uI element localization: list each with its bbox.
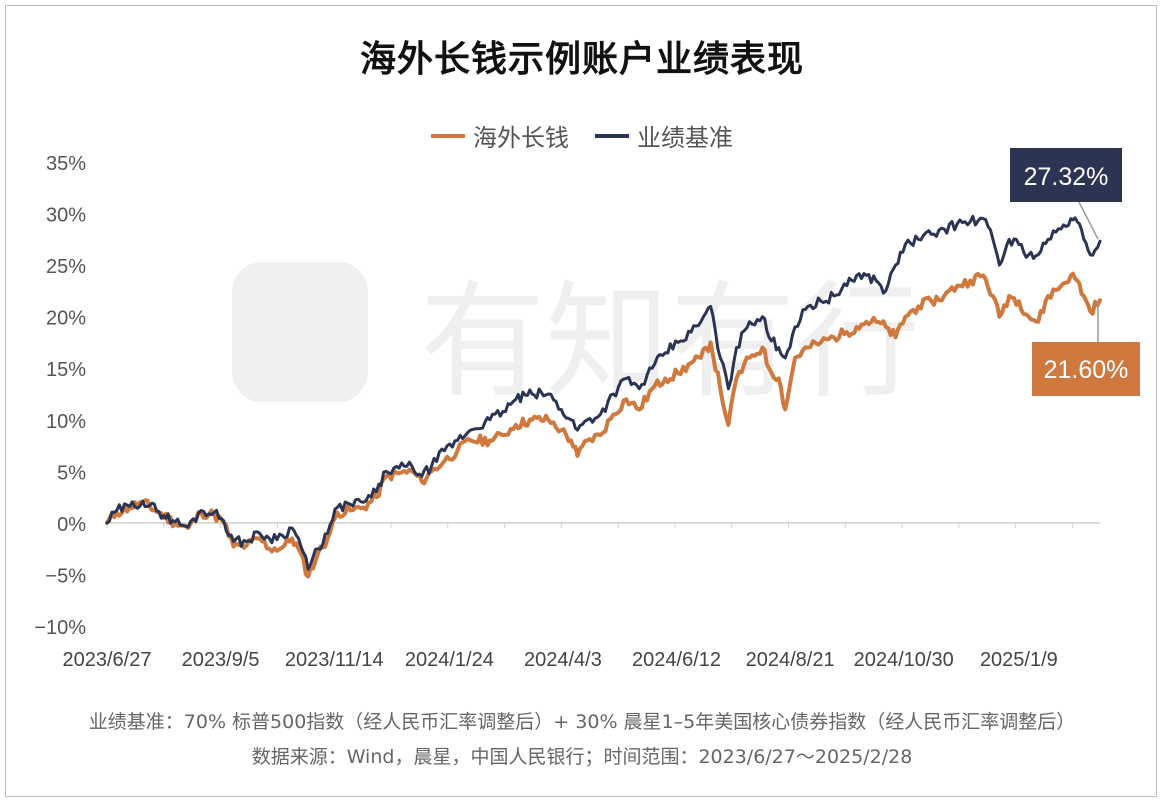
chart-frame [5,5,1157,797]
y-tick-label: 10% [46,411,86,433]
y-tick-label: 0% [57,514,86,536]
source-footnote: 数据来源：Wind，晨星，中国人民银行；时间范围：2023/6/27～2025/… [251,746,913,768]
watermark-logo [232,262,368,402]
x-tick-label: 2024/10/30 [854,649,954,671]
legend-label-fund: 海外长钱 [473,124,569,152]
watermark: 有知有行 [232,262,920,415]
series-line-fund [105,271,1102,579]
y-tick-label: 25% [46,256,86,278]
benchmark-callout-leader [1077,199,1099,240]
legend-item-benchmark: 业绩基准 [595,118,733,153]
x-tick-label: 2023/9/5 [182,649,260,671]
legend: 海外长钱 业绩基准 [0,118,1164,153]
benchmark-footnote: 业绩基准：70% 标普500指数（经人民币汇率调整后）+ 30% 晨星1–5年美… [88,711,1076,733]
legend-item-fund: 海外长钱 [431,118,569,153]
axes: 35% 30% 25% 20% 15% 10% 5% 0% −5% −10% 2023/6/27 20… [34,153,1100,671]
y-tick-label: 15% [46,359,86,381]
x-tick-label: 2023/6/27 [63,649,152,671]
legend-label-benchmark: 业绩基准 [637,124,733,152]
end-labels: 27.32% 21.60% [1010,148,1140,396]
x-tick-label: 2024/8/21 [746,649,835,671]
y-tick-label: 5% [57,462,86,484]
y-tick-label: 20% [46,308,86,330]
fund-end-label: 21.60% [1044,356,1129,384]
x-tick-label: 2024/4/3 [524,649,602,671]
x-tick-label: 2023/11/14 [285,649,384,671]
y-tick-label: −5% [45,565,86,587]
legend-swatch-benchmark [595,133,629,138]
x-tick-label: 2024/1/24 [405,649,494,671]
y-tick-label: 30% [46,205,86,227]
legend-swatch-fund [431,133,465,138]
series-line-benchmark [105,214,1102,571]
fund-callout-box [1032,342,1140,396]
x-tick-label: 2024/6/12 [632,649,721,671]
chart-title: 海外长钱示例账户业绩表现 [359,39,804,80]
benchmark-end-label: 27.32% [1024,163,1109,191]
benchmark-callout-box [1010,148,1122,202]
y-tick-label: 35% [46,153,86,175]
x-tick-label: 2025/1/9 [980,649,1058,671]
series-layer [105,214,1102,579]
y-tick-label: −10% [34,617,86,639]
